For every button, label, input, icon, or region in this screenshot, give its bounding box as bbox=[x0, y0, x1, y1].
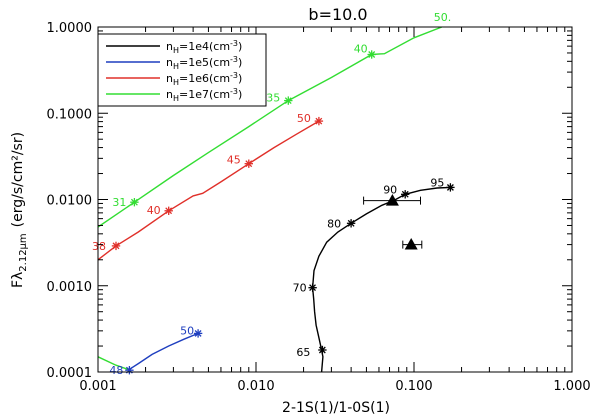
observation-1-triangle bbox=[404, 238, 418, 250]
series-0-point-0 bbox=[318, 345, 327, 355]
legend-label-3-part-3: -3 bbox=[230, 87, 238, 96]
y-tick-label-1: 0.0010 bbox=[47, 280, 93, 295]
legend-label-0-part-3: -3 bbox=[230, 39, 238, 48]
y-tick-label-3: 0.1000 bbox=[47, 107, 93, 122]
series-2-point-label-2: 45 bbox=[227, 154, 241, 167]
series-0-point-3 bbox=[401, 190, 410, 199]
legend-label-2-part-0: n bbox=[166, 72, 173, 85]
series-0-point-label-0: 65 bbox=[296, 346, 310, 359]
legend-label-3-part-4: ) bbox=[238, 88, 242, 101]
series-2-point-0-stroke bbox=[112, 242, 120, 250]
series-0-point-3-stroke bbox=[401, 190, 409, 198]
legend-label-2-part-1: H bbox=[173, 78, 179, 87]
legend-label-0: nH=1e4(cm-3) bbox=[166, 39, 242, 55]
series-2-line bbox=[98, 120, 320, 261]
legend-label-3-part-2: =1e7(cm bbox=[179, 88, 230, 101]
legend-label-3-part-0: n bbox=[166, 88, 173, 101]
series-3-point-2 bbox=[367, 50, 376, 59]
y-tick-label-2: 0.0100 bbox=[47, 194, 93, 209]
x-axis-title: 2-1S(1)/1-0S(1) bbox=[282, 400, 390, 416]
legend-label-1-part-4: ) bbox=[238, 56, 242, 69]
chart-title: b=10.0 bbox=[308, 5, 367, 24]
legend-label-1-part-0: n bbox=[166, 56, 173, 69]
series-2-point-label-0: 38 bbox=[92, 240, 106, 253]
series-3-point-0 bbox=[130, 198, 139, 207]
x-tick-label-1: 0.010 bbox=[237, 379, 274, 394]
series-0-point-2 bbox=[346, 219, 356, 228]
y-axis-title-units: (erg/s/cm²/sr) bbox=[10, 132, 26, 227]
y-tick-label-0: 0.0001 bbox=[47, 366, 93, 381]
series-1-point-1-stroke bbox=[194, 330, 202, 337]
legend-label-2-part-4: ) bbox=[238, 72, 242, 85]
series-3-point-1-stroke bbox=[284, 97, 292, 105]
y-axis-title-subscript: 2.12μm bbox=[18, 233, 29, 271]
series-1-line bbox=[127, 332, 199, 371]
x-tick-label-0: 0.001 bbox=[79, 379, 116, 394]
series-3-point-label-0: 31 bbox=[112, 196, 126, 209]
series-2-point-2-stroke bbox=[245, 160, 253, 168]
legend-label-1-part-3: -3 bbox=[230, 55, 238, 64]
legend-label-0-part-1: H bbox=[173, 46, 179, 55]
series-0-point-1-stroke bbox=[309, 284, 316, 292]
legend-label-2-part-3: -3 bbox=[230, 71, 238, 80]
legend-label-3: nH=1e7(cm-3) bbox=[166, 87, 242, 103]
series-1-point-1 bbox=[193, 329, 203, 338]
y-axis-title-main: Fλ bbox=[10, 272, 26, 288]
series-2-point-1-stroke bbox=[165, 207, 173, 215]
series-2-point-label-3: 50 bbox=[297, 112, 311, 125]
legend-label-2-part-2: =1e6(cm bbox=[179, 72, 230, 85]
series-2-point-3 bbox=[314, 116, 324, 126]
series-3-point-label-1: 35 bbox=[266, 92, 280, 105]
series-0-point-label-1: 70 bbox=[293, 282, 307, 295]
series-2-point-1 bbox=[164, 206, 173, 215]
series-0-point-label-3: 90 bbox=[383, 183, 397, 196]
series-0-point-1 bbox=[308, 283, 317, 292]
series-0-point-2-stroke bbox=[347, 219, 355, 227]
series-2-point-2 bbox=[244, 159, 253, 168]
legend: nH=1e4(cm-3)nH=1e5(cm-3)nH=1e6(cm-3)nH=1… bbox=[97, 33, 267, 107]
series-2-point-3-stroke bbox=[315, 117, 323, 125]
series-3-point-2-stroke bbox=[368, 51, 376, 58]
legend-label-1-part-2: =1e5(cm bbox=[179, 56, 230, 69]
series-0-point-0-stroke bbox=[318, 346, 326, 354]
legend-label-0-part-0: n bbox=[166, 40, 173, 53]
series-2-point-label-1: 40 bbox=[147, 204, 161, 217]
legend-label-1: nH=1e5(cm-3) bbox=[166, 55, 242, 71]
legend-label-3-part-1: H bbox=[173, 94, 179, 103]
series-1-point-label-1: 50 bbox=[180, 324, 194, 337]
y-tick-label-4: 1.0000 bbox=[47, 21, 93, 36]
series-1-point-label-0: 48 bbox=[109, 364, 123, 377]
plot-area: 65 70 80 90 95 48 50 38 40 45 50 31 35 40 50. bbox=[92, 11, 455, 377]
series-1-point-0 bbox=[125, 366, 134, 375]
observation-0-triangle bbox=[385, 194, 399, 206]
legend-label-1-part-1: H bbox=[173, 62, 179, 71]
series-0-point-label-4: 95 bbox=[430, 176, 444, 189]
legend-label-0-part-4: ) bbox=[238, 40, 242, 53]
series-3-point-1 bbox=[284, 96, 293, 105]
x-tick-label-3: 1.000 bbox=[553, 379, 590, 394]
series-2-point-0 bbox=[111, 241, 121, 251]
x-tick-label-2: 0.100 bbox=[395, 379, 432, 394]
series-0-line bbox=[311, 186, 451, 372]
legend-label-2: nH=1e6(cm-3) bbox=[166, 71, 242, 87]
series-3-end-label: 50. bbox=[434, 11, 452, 24]
series-0-point-4 bbox=[446, 183, 455, 192]
series-3-point-0-stroke bbox=[130, 198, 138, 206]
extra-line-0 bbox=[98, 356, 131, 371]
series-0-point-4-stroke bbox=[446, 184, 454, 191]
series-3-point-label-2: 40 bbox=[354, 43, 368, 56]
series-0-point-label-2: 80 bbox=[327, 217, 341, 230]
legend-label-0-part-2: =1e4(cm bbox=[179, 40, 230, 53]
axes: 0.001 0.010 0.100 1.000 0.0001 0.0010 0.0100 0.… bbox=[47, 21, 591, 394]
y-axis-title: Fλ2.12μm (erg/s/cm²/sr) bbox=[10, 132, 29, 288]
